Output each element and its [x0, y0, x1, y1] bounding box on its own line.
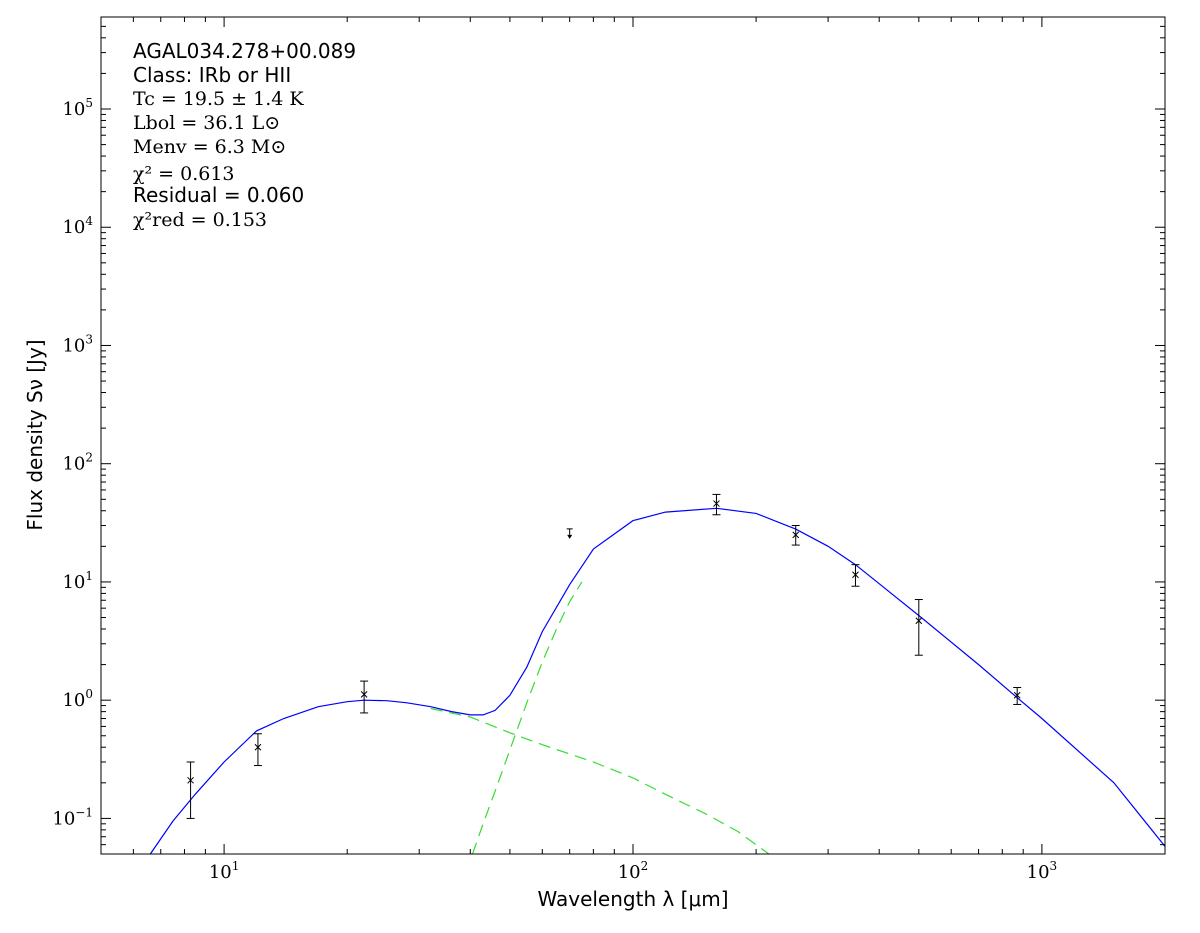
- y-tick-label: 103: [62, 332, 93, 356]
- plot-frame: [100, 16, 1166, 855]
- data-point: [1013, 686, 1022, 705]
- y-tick-label: 10−1: [52, 805, 93, 829]
- data-point: [791, 525, 800, 546]
- data-point: [186, 761, 195, 819]
- class-label: Class: IRb or HII: [133, 63, 291, 87]
- point-marker: [254, 743, 262, 751]
- axis-ticks: 101 102 103 10−1 100 101 102 103 104 105: [52, 16, 1166, 883]
- y-tick-label: 105: [62, 96, 93, 120]
- luminosity-label: Lbol = 36.1 L⊙: [133, 112, 280, 134]
- x-tick-label: 103: [1027, 859, 1058, 883]
- y-tick-label: 100: [62, 687, 93, 711]
- point-marker: [915, 617, 923, 625]
- cold-component-curve: [471, 581, 583, 855]
- upper-limit-point: [566, 528, 573, 539]
- y-axis-label: Flux density Sν [Jy]: [23, 339, 47, 530]
- data-point: [253, 733, 262, 767]
- point-marker: [852, 571, 859, 579]
- data-point: [914, 599, 923, 656]
- data-points: [186, 493, 1022, 819]
- point-marker: [1013, 691, 1021, 699]
- x-tick-label: 102: [618, 859, 649, 883]
- y-tick-label: 101: [62, 569, 93, 593]
- point-marker: [360, 691, 368, 698]
- data-point: [360, 680, 369, 714]
- mass-label: Menv = 6.3 M⊙: [133, 136, 286, 158]
- data-point: [851, 564, 860, 587]
- annotation-box: AGAL034.278+00.089 Class: IRb or HII Tc …: [133, 39, 356, 231]
- x-axis-label: Wavelength λ [μm]: [537, 887, 728, 911]
- temperature-label: Tc = 19.5 ± 1.4 K: [133, 88, 304, 110]
- source-label: AGAL034.278+00.089: [133, 39, 356, 63]
- upper-limit-arrow: [567, 534, 573, 539]
- point-marker: [713, 500, 720, 507]
- point-marker: [187, 776, 194, 784]
- warm-component-curve: [430, 707, 770, 855]
- point-marker: [792, 531, 800, 539]
- x-tick-label: 101: [209, 859, 240, 883]
- chi2-red-label: χ²red = 0.153: [133, 209, 267, 231]
- chi2-label: χ² = 0.613: [133, 163, 235, 185]
- y-tick-label: 104: [62, 214, 93, 238]
- total-curve: [149, 507, 1166, 855]
- y-tick-label: 102: [62, 451, 93, 475]
- data-point: [712, 493, 721, 516]
- model-curves: [149, 507, 1166, 855]
- residual-label: Residual = 0.060: [133, 183, 304, 207]
